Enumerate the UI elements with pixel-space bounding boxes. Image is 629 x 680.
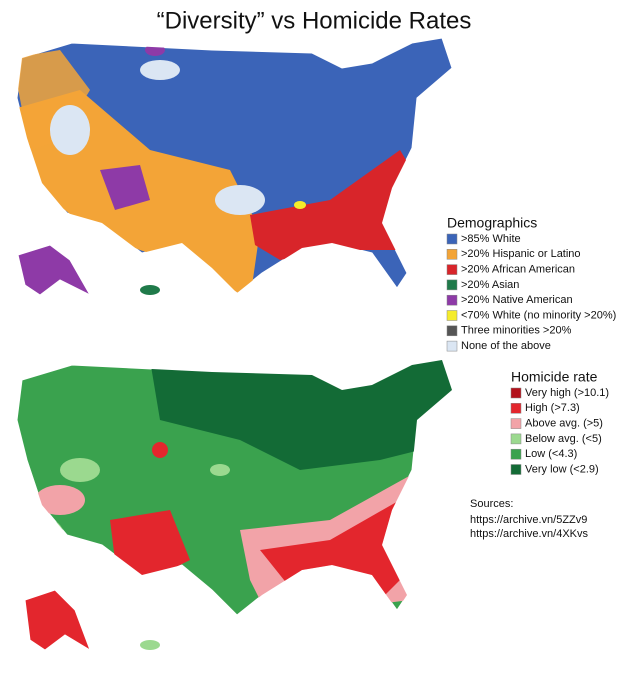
- legend-label: Very low (<2.9): [525, 463, 599, 475]
- legend-swatch: [446, 233, 458, 245]
- homicide-map: [16, 359, 453, 652]
- legend-swatch: [446, 325, 458, 337]
- legend-swatch: [510, 387, 522, 399]
- source-link: https://archive.vn/4XKvs: [470, 528, 588, 540]
- legend-label: Low (<4.3): [525, 448, 577, 460]
- legend-swatch: [510, 433, 522, 445]
- legend-swatch: [446, 340, 458, 352]
- legend-swatch: [446, 310, 458, 321]
- legend-swatch: [446, 294, 458, 306]
- legend-swatch: [446, 279, 458, 291]
- legend-label: >85% White: [461, 233, 521, 245]
- legend-label: Three minorities >20%: [461, 325, 572, 337]
- legend-label: Very high (>10.1): [525, 387, 609, 399]
- legend-swatch: [446, 264, 458, 275]
- legend-title: Homicide rate: [511, 369, 598, 385]
- legend-swatch: [446, 249, 458, 260]
- legend-label: <70% White (no minority >20%): [461, 309, 616, 321]
- legend-label: None of the above: [461, 340, 551, 352]
- legend-label: >20% Hispanic or Latino: [461, 248, 581, 260]
- legend-label: High (>7.3): [525, 402, 580, 414]
- legend-swatch: [510, 464, 522, 475]
- sources-label: Sources:: [470, 498, 513, 510]
- legends: Demographics >85% White >20% Hispanic or L…: [446, 215, 616, 540]
- legend-swatch: [510, 448, 522, 460]
- title: “Diversity” vs Homicide Rates: [157, 7, 472, 34]
- legend-label: Below avg. (<5): [525, 433, 602, 445]
- source-link: https://archive.vn/5ZZv9: [470, 514, 587, 526]
- legend-label: >20% Asian: [461, 279, 519, 291]
- legend-title: Demographics: [447, 215, 537, 231]
- legend-label: >20% African American: [461, 264, 575, 276]
- legend-label: >20% Native American: [461, 294, 573, 306]
- legend-swatch: [510, 403, 522, 414]
- demographics-map: [16, 37, 453, 297]
- legend-label: Above avg. (>5): [525, 418, 603, 430]
- legend-swatch: [510, 418, 522, 429]
